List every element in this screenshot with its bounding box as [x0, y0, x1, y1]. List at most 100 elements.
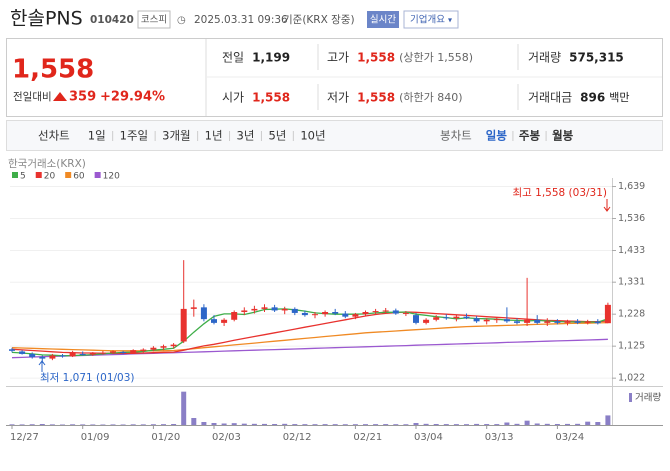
volume-bar [241, 423, 247, 425]
x-tick-label: 02/21 [353, 432, 382, 443]
volume-bar [575, 423, 581, 425]
candle-body [150, 347, 157, 350]
candle-body [221, 319, 228, 323]
volume-bar [363, 424, 368, 425]
candle-body [604, 304, 611, 324]
stat-value: 1,199 [252, 51, 290, 65]
stat-unit: 백만 [609, 91, 629, 104]
x-tick-label: 03/04 [414, 432, 443, 443]
candle-body [241, 310, 248, 313]
volume-bar [494, 424, 500, 425]
candle-body [493, 319, 500, 321]
candle-body [89, 353, 96, 355]
candle-body [190, 307, 197, 309]
candle-body [463, 316, 470, 319]
volume-bar [524, 420, 530, 425]
volume-bar [352, 424, 358, 425]
candle-body [49, 355, 56, 359]
stat-label: 전일 [222, 51, 244, 65]
candle-body [342, 313, 349, 317]
volume-bar [554, 424, 560, 425]
volume-bar [403, 424, 409, 425]
candle-body [29, 353, 36, 358]
volume-bar [282, 423, 288, 425]
candle-body [473, 318, 480, 322]
realtime-button[interactable] [367, 11, 399, 28]
volume-bar [80, 424, 86, 425]
period-tab[interactable]: 선차트 [38, 129, 70, 143]
change: 359 [69, 90, 96, 105]
candle-body [69, 352, 76, 357]
market-badge [137, 10, 171, 29]
candle-body [514, 321, 520, 323]
volume-bar [19, 424, 25, 425]
volume-bar [201, 422, 207, 425]
up-arrow-icon [53, 92, 67, 101]
volume-bar [443, 424, 449, 425]
annotation-arrow [38, 360, 46, 372]
change-pct: +29.94% [100, 90, 165, 105]
source: 한국거래소(KRX) [8, 158, 86, 170]
stat-label: 시가 [222, 91, 244, 105]
candle-body [140, 349, 147, 351]
volume-bar [161, 424, 166, 425]
candle-body [281, 308, 288, 311]
x-tick-label: 03/24 [555, 432, 584, 443]
candle-body [544, 321, 551, 323]
candle-body [160, 346, 167, 348]
candle-body [554, 321, 561, 323]
y-tick-label: 1,125 [618, 341, 645, 352]
volume-bar [302, 424, 308, 425]
volume-bar [262, 423, 267, 425]
period-tab[interactable]: 5년 [268, 129, 286, 143]
candle-body [372, 311, 379, 313]
candle-tab[interactable]: 주봉 [519, 129, 541, 143]
ma-line [11, 321, 608, 352]
volume-bar [504, 422, 510, 425]
volume-bar [595, 422, 601, 425]
volume-bar [453, 424, 459, 425]
candle-body [251, 308, 258, 311]
period-tab[interactable]: 1년 [205, 129, 223, 143]
annotation: 최고 1,558 (03/31) [512, 187, 607, 199]
volume-bar [534, 423, 540, 425]
candle-body [301, 312, 308, 316]
volume-bar [211, 423, 217, 425]
legend-label: 120 [103, 172, 120, 182]
period-tab[interactable]: 10년 [300, 129, 325, 143]
datetime: 2025.03.31 09:36 [194, 14, 288, 26]
candle-tab[interactable]: 월봉 [552, 129, 574, 143]
period-tab[interactable]: 1일 [88, 129, 106, 143]
volume-bar [140, 424, 146, 425]
realtime[interactable]: 실시간 [370, 15, 396, 26]
period-tab[interactable]: 3개월 [162, 129, 190, 143]
volume-bar [474, 423, 480, 425]
volume-bar [221, 423, 227, 425]
volume-bar [100, 424, 106, 425]
volume-bar [90, 424, 96, 425]
volume-bar [433, 424, 439, 425]
stat-note: (하한가 840) [399, 90, 462, 104]
x-tick-label: 02/12 [283, 432, 312, 443]
stat-value: 896 [580, 91, 605, 105]
candle-body [19, 351, 26, 354]
x-tick-label: 03/13 [485, 432, 514, 443]
volume-bar [150, 424, 156, 425]
candle-body [584, 321, 591, 323]
legend-label: 20 [44, 172, 56, 182]
company-info[interactable]: 기업개요 [410, 14, 445, 26]
volume-label: 거래량 [635, 392, 661, 404]
y-tick-label: 1,433 [618, 245, 645, 256]
candle-tab[interactable]: 일봉 [486, 129, 508, 143]
candle-body [413, 315, 419, 323]
ma-line [11, 311, 608, 354]
volume-bar [292, 424, 298, 425]
y-tick-label: 1,228 [618, 309, 645, 320]
stats: 전일 1,199 고가 1,558 (상한가 1,558) 거래량 575,315 시가 1,5… [222, 51, 629, 105]
company-info-button[interactable] [403, 10, 459, 29]
candle-body [423, 319, 430, 323]
x-tick-label: 01/09 [81, 432, 110, 443]
volume-bar [60, 424, 65, 425]
period-tab[interactable]: 3년 [237, 129, 255, 143]
period-tab[interactable]: 1주일 [120, 129, 148, 143]
